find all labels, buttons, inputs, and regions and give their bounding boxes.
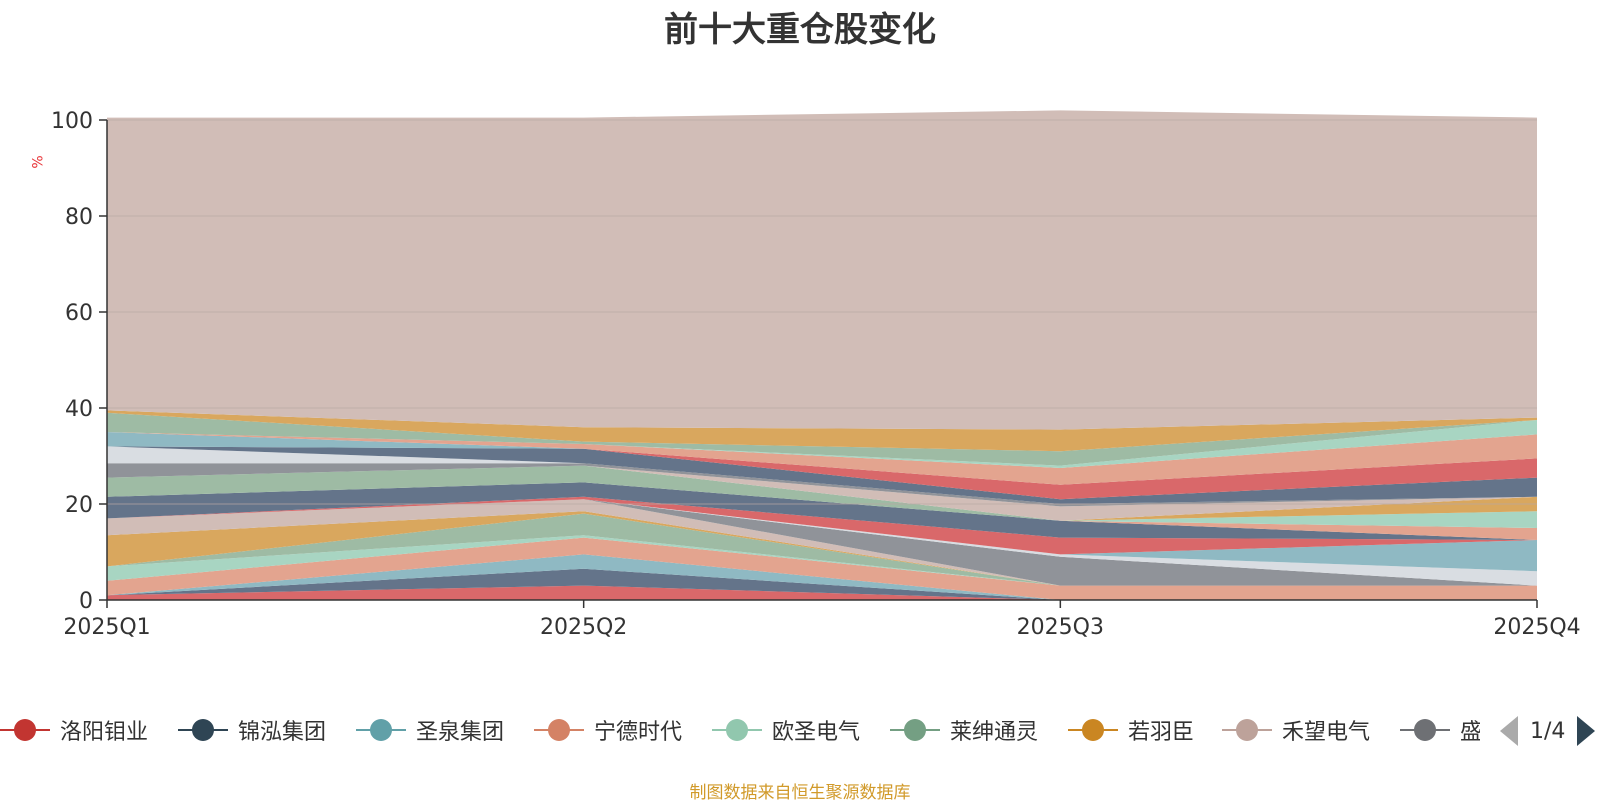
area-series-20	[107, 446, 1537, 504]
y-tick-label-4: 80	[65, 205, 93, 230]
legend-label: 盛达资源	[1460, 720, 1480, 745]
area-series-23	[107, 432, 1537, 485]
legend-label: 莱绅通灵	[950, 720, 1039, 745]
area-series-12	[107, 482, 1537, 540]
legend-marker-icon	[890, 718, 940, 742]
legend-label: 禾望电气	[1282, 720, 1371, 745]
area-series-26	[107, 410, 1537, 452]
legend-item[interactable]: 盛达资源	[1400, 712, 1480, 748]
legend-item[interactable]: 欧圣电气	[712, 712, 860, 748]
legend-marker-icon	[0, 718, 50, 742]
stacked-areas	[107, 110, 1537, 600]
chart-title: 前十大重仓股变化	[664, 10, 936, 50]
legend: 洛阳钼业 锦泓集团 圣泉集团 宁德时代 欧圣电气 莱绅通灵 若羽臣 禾望电气 盛达资源	[0, 712, 1480, 748]
y-tick-label-2: 40	[65, 397, 93, 422]
legend-item[interactable]: 宁德时代	[534, 712, 682, 748]
legend-item[interactable]: 莱绅通灵	[890, 712, 1038, 748]
legend-marker-icon	[534, 718, 584, 742]
x-tick-label-1: 2025Q2	[540, 615, 627, 640]
legend-item[interactable]: 若羽臣	[1068, 712, 1194, 748]
area-series-13	[107, 482, 1537, 540]
area-series-4	[107, 535, 1537, 586]
area-series-18	[107, 463, 1537, 507]
area-series-10	[107, 499, 1537, 572]
legend-label: 欧圣电气	[772, 720, 861, 745]
y-tick-label-0: 0	[79, 589, 93, 614]
area-series-25	[107, 412, 1537, 466]
area-series-16	[107, 465, 1537, 521]
legend-label: 锦泓集团	[238, 720, 327, 745]
y-tick-label-3: 60	[65, 301, 93, 326]
legend-marker-icon	[1400, 718, 1450, 742]
legend-marker-icon	[712, 718, 762, 742]
area-series-2	[107, 554, 1537, 600]
legend-label: 圣泉集团	[416, 720, 505, 745]
legend-marker-icon	[356, 718, 406, 742]
area-series-5	[107, 513, 1537, 586]
area-series-9	[107, 499, 1537, 586]
legend-next-page-button[interactable]	[1577, 716, 1596, 746]
area-series-17	[107, 465, 1537, 521]
legend-item[interactable]: 洛阳钼业	[0, 712, 148, 748]
legend-label: 宁德时代	[594, 720, 683, 745]
area-series-3	[107, 537, 1537, 600]
area-series-24	[107, 420, 1537, 468]
x-tick-label-2: 2025Q3	[1017, 615, 1104, 640]
y-tick-label-1: 20	[65, 493, 93, 518]
legend-marker-icon	[1222, 718, 1272, 742]
legend-item[interactable]: 禾望电气	[1222, 712, 1370, 748]
y-axis-unit-label: %	[30, 155, 47, 169]
area-series-8	[107, 499, 1537, 586]
area-series-27	[107, 110, 1537, 430]
area-series-7	[107, 499, 1537, 586]
legend-marker-icon	[178, 718, 228, 742]
area-series-19	[107, 446, 1537, 504]
legend-label: 若羽臣	[1128, 720, 1195, 745]
area-series-22	[107, 432, 1537, 485]
legend-item[interactable]: 锦泓集团	[178, 712, 326, 748]
legend-item[interactable]: 圣泉集团	[356, 712, 504, 748]
area-series-14	[107, 482, 1537, 528]
data-source-note: 制图数据来自恒生聚源数据库	[689, 783, 911, 803]
axes: 0 20 40 60 80 100 2025Q1 2025Q2 2025Q3 2025Q4	[51, 109, 1581, 640]
x-tick-label-3: 2025Q4	[1493, 615, 1580, 640]
legend-label: 洛阳钼业	[60, 720, 149, 745]
area-series-1	[107, 568, 1537, 600]
area-series-21	[107, 446, 1537, 500]
legend-page-indicator: 1/4	[1530, 718, 1566, 744]
area-series-0	[107, 585, 1537, 600]
legend-marker-icon	[1068, 718, 1118, 742]
y-tick-label-5: 100	[51, 109, 93, 134]
legend-prev-page-button[interactable]	[1500, 716, 1518, 746]
area-series-11	[107, 496, 1537, 555]
area-series-6	[107, 511, 1537, 586]
x-tick-label-0: 2025Q1	[63, 615, 150, 640]
legend-pager: 1/4	[1500, 716, 1596, 746]
